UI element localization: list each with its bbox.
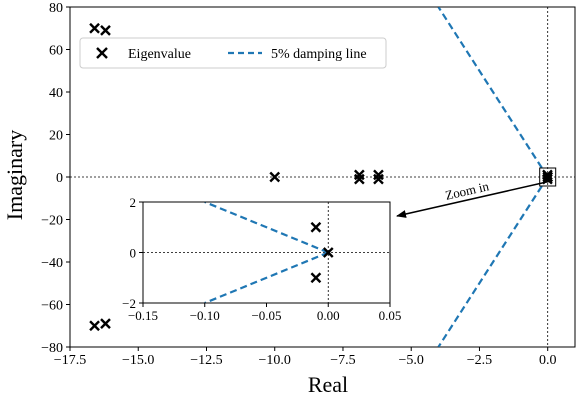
x-tick-label: −2.5 xyxy=(467,353,492,368)
eigenvalue-marker xyxy=(373,169,384,181)
inset-x-tick-label: −0.05 xyxy=(251,308,281,323)
eigenvalue-marker xyxy=(89,22,100,34)
eigenvalue-marker xyxy=(354,169,365,181)
legend-damping-label: 5% damping line xyxy=(271,47,367,62)
legend-eigenvalue-label: Eigenvalue xyxy=(128,47,191,62)
x-tick-label: −5.0 xyxy=(399,353,424,368)
inset-x-tick-label: 0.00 xyxy=(317,308,340,323)
y-tick-label: −40 xyxy=(41,256,63,271)
x-tick-label: 0.0 xyxy=(539,353,557,368)
x-tick-label: −12.5 xyxy=(190,353,222,368)
x-axis-label: Real xyxy=(308,372,348,397)
legend: Eigenvalue 5% damping line xyxy=(79,37,387,69)
inset-x-tick-label: −0.15 xyxy=(128,308,158,323)
zoom-arrow xyxy=(396,180,552,218)
y-axis-label: Imaginary xyxy=(2,130,27,220)
inset-x-tick-label: −0.10 xyxy=(190,308,220,323)
eigenvalue-marker xyxy=(542,169,553,181)
inset-y-tick-label: 2 xyxy=(130,195,137,210)
y-tick-label: 60 xyxy=(49,44,63,59)
zoom-annotation: Zoom in xyxy=(444,178,491,203)
inset-y-tick-label: −2 xyxy=(122,296,136,311)
inset-damping-upper xyxy=(204,202,329,254)
x-tick-label: −17.5 xyxy=(54,353,86,368)
y-tick-label: −80 xyxy=(41,341,63,356)
y-tick-label: 40 xyxy=(49,86,63,101)
eigenvalue-marker xyxy=(89,320,100,332)
inset-x-tick-label: 0.05 xyxy=(379,308,402,323)
inset-y-tick-label: 0 xyxy=(130,246,137,261)
eigenvalue-marker xyxy=(354,173,365,185)
y-tick-label: 80 xyxy=(49,1,63,16)
inset-eigenvalue-marker xyxy=(322,247,334,258)
inset-eigenvalue-marker xyxy=(310,221,322,233)
eigenvalue-marker xyxy=(269,171,281,183)
legend-eigenvalue-marker xyxy=(96,47,108,59)
zoom-region-box xyxy=(539,167,557,187)
eigenvalue-marker xyxy=(542,171,554,183)
inset-damping-lower xyxy=(204,251,329,303)
eigenvalue-marker xyxy=(100,318,111,329)
y-tick-label: 0 xyxy=(56,171,63,186)
x-tick-label: −15.0 xyxy=(122,353,154,368)
eigenvalue-marker xyxy=(100,25,111,36)
x-tick-label: −7.5 xyxy=(330,353,355,368)
x-tick-label: −10.0 xyxy=(259,353,291,368)
y-tick-label: 20 xyxy=(49,129,63,144)
damping-line-upper xyxy=(437,7,549,178)
eigenvalue-marker xyxy=(373,173,384,185)
damping-line-lower xyxy=(437,176,549,347)
y-tick-label: −20 xyxy=(41,214,63,229)
y-tick-label: −60 xyxy=(41,299,63,314)
inset-eigenvalue-marker xyxy=(310,272,322,284)
